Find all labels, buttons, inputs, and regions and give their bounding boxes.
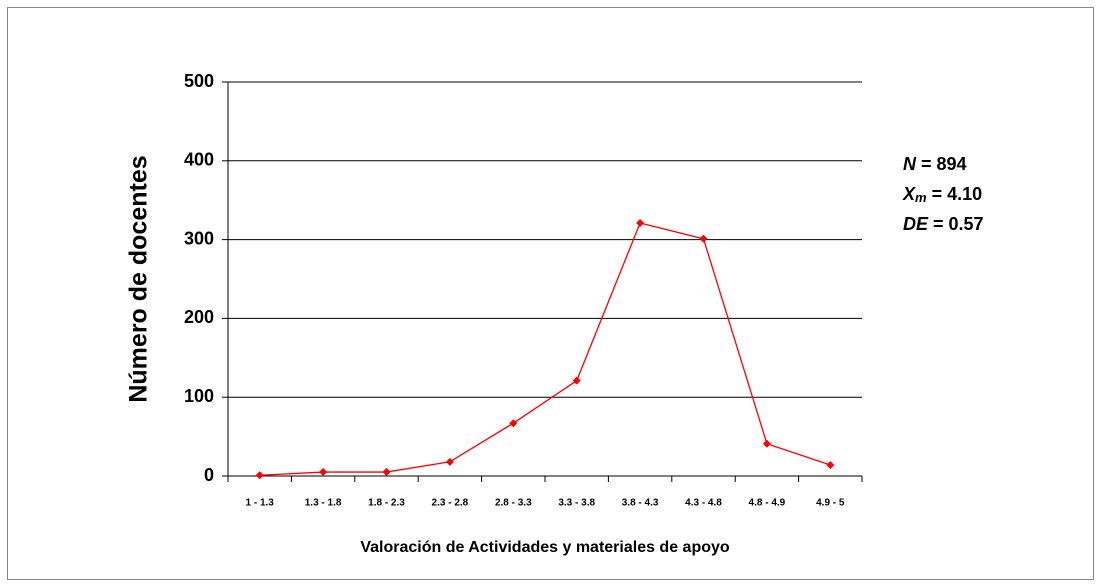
annotation: Xm = 4.10 <box>902 184 982 206</box>
x-tick-label: 1.3 - 1.8 <box>305 498 342 509</box>
data-point <box>762 439 771 448</box>
x-tick-label: 3.8 - 4.3 <box>622 498 659 509</box>
y-tick-label: 100 <box>184 386 214 406</box>
annotation-text: = 4.10 <box>932 184 983 204</box>
x-axis-title: Valoración de Actividades y materiales d… <box>360 539 730 556</box>
annotation-symbol: DE <box>903 214 929 234</box>
x-tick-label: 1.8 - 2.3 <box>368 498 405 509</box>
annotation: N = 894 <box>903 154 967 174</box>
data-point <box>382 468 391 477</box>
data-point <box>636 219 645 228</box>
annotation: DE = 0.57 <box>903 214 984 234</box>
y-tick-label: 500 <box>184 71 214 91</box>
x-tick-label: 4.8 - 4.9 <box>749 498 786 509</box>
annotation-text: = 894 <box>921 154 967 174</box>
y-tick-label: 200 <box>184 307 214 327</box>
x-tick-label: 4.3 - 4.8 <box>685 498 722 509</box>
data-point <box>445 457 454 466</box>
y-tick-label: 300 <box>184 228 214 248</box>
annotation-subscript: m <box>915 190 927 205</box>
chart-frame <box>7 7 1094 580</box>
x-tick-label: 4.9 - 5 <box>816 498 845 509</box>
annotation-symbol: N <box>903 154 917 174</box>
data-point <box>699 234 708 243</box>
x-tick-label: 2.3 - 2.8 <box>432 498 469 509</box>
line-series <box>259 222 831 476</box>
x-tick-label: 1 - 1.3 <box>246 498 275 509</box>
annotation-symbol: X <box>902 184 916 204</box>
y-axis-title: Número de docentes <box>125 155 153 402</box>
x-tick-label: 3.3 - 3.8 <box>558 498 595 509</box>
data-point <box>572 376 581 385</box>
y-tick-label: 400 <box>184 150 214 170</box>
data-point <box>826 460 835 469</box>
data-point <box>255 471 264 480</box>
y-tick-label: 0 <box>204 465 214 485</box>
data-point <box>509 419 518 428</box>
x-tick-label: 2.8 - 3.3 <box>495 498 532 509</box>
data-point <box>319 468 328 477</box>
annotation-text: = 0.57 <box>933 214 984 234</box>
